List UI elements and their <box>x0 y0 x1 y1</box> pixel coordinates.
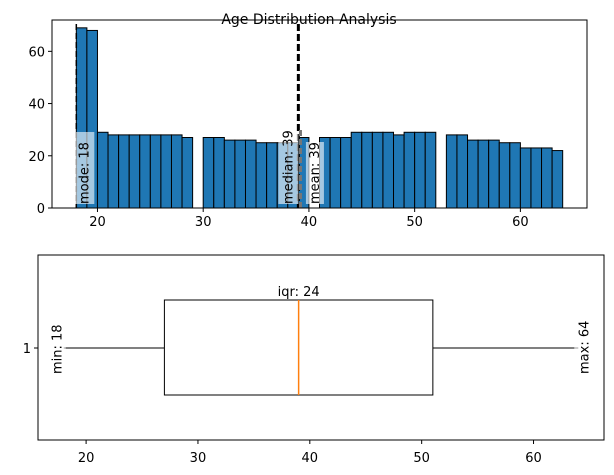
histogram-x-ticks: 20 30 40 50 60 <box>89 208 529 230</box>
histogram-bar <box>498 142 511 209</box>
histogram-bar <box>181 137 194 209</box>
histogram-bar <box>509 142 521 209</box>
histogram-bar <box>149 134 162 209</box>
histogram-bar <box>393 134 405 209</box>
x-tick-label: 60 <box>512 215 529 230</box>
min-label-box <box>47 344 66 352</box>
histogram-bar <box>551 150 564 209</box>
y-tick-label: 40 <box>28 98 45 113</box>
x-tick-label: 60 <box>525 451 542 466</box>
y-tick-label: 1 <box>23 342 31 357</box>
histogram-bar <box>530 147 543 209</box>
x-tick-label: 30 <box>190 451 207 466</box>
histogram-bar <box>456 134 469 209</box>
histogram-bar <box>244 139 257 209</box>
histogram-bar <box>266 142 278 209</box>
histogram-bar <box>170 134 183 209</box>
histogram-y-ticks: 0 20 40 60 <box>28 45 52 217</box>
histogram-bar <box>445 134 458 209</box>
histogram-bar <box>329 137 342 209</box>
mode-label: mode: 18 <box>77 142 92 204</box>
y-tick-label: 20 <box>28 150 45 165</box>
histogram-bar <box>160 134 172 209</box>
median-label-box <box>278 132 299 204</box>
boxplot-axes: iqr: 24 min: 18 max: 64 20 30 40 50 60 1 <box>23 254 605 466</box>
boxplot-annotations: iqr: 24 min: 18 max: 64 <box>47 285 593 374</box>
boxplot-x-ticks: 20 30 40 50 60 <box>78 440 542 466</box>
histogram-frame <box>51 19 588 209</box>
y-tick-label: 60 <box>28 45 45 60</box>
histogram-bar <box>128 134 141 209</box>
histogram-bar <box>488 139 500 209</box>
mean-label: mean: 39 <box>308 142 323 204</box>
histogram-axes: mode: 18 median: 39 mean: 39 20 30 40 50 60 0 2… <box>28 19 588 230</box>
x-tick-label: 30 <box>195 215 212 230</box>
histogram-bar <box>255 142 268 209</box>
histogram-bar <box>403 131 416 209</box>
histogram-bar <box>414 131 426 209</box>
histogram-bar <box>424 131 437 209</box>
histogram-bar <box>139 134 151 209</box>
histogram-bar <box>467 139 479 209</box>
boxplot-body <box>63 299 579 396</box>
histogram-bar <box>541 147 553 209</box>
min-label: min: 18 <box>51 324 66 374</box>
boxplot-y-ticks: 1 <box>23 342 38 357</box>
x-tick-label: 20 <box>89 215 106 230</box>
histogram-bars <box>75 27 564 209</box>
mean-label-box <box>305 142 324 204</box>
histogram-bar <box>361 131 373 209</box>
histogram-bar <box>118 134 130 209</box>
histogram-bar <box>223 139 236 209</box>
x-tick-label: 50 <box>406 215 423 230</box>
histogram-bar <box>234 139 246 209</box>
histogram-bar <box>371 131 384 209</box>
histogram-bar <box>519 147 532 209</box>
mode-label-box <box>74 132 95 204</box>
histogram-bar <box>213 137 225 209</box>
iqr-label: iqr: 24 <box>278 285 320 300</box>
y-tick-label: 0 <box>37 202 45 217</box>
histogram-border <box>51 19 588 209</box>
histogram-bar <box>477 139 490 209</box>
x-tick-label: 20 <box>78 451 95 466</box>
histogram-bar <box>382 131 395 209</box>
x-tick-label: 50 <box>413 451 430 466</box>
median-label: median: 39 <box>281 130 296 204</box>
histogram-bar <box>96 131 109 209</box>
histogram-reference-labels: mode: 18 median: 39 mean: 39 <box>74 130 324 204</box>
max-label-box <box>574 344 593 352</box>
x-tick-label: 40 <box>301 215 318 230</box>
histogram-bar <box>107 134 120 209</box>
histogram-bar <box>202 137 215 209</box>
histogram-bar <box>340 137 352 209</box>
max-label: max: 64 <box>577 321 592 374</box>
x-tick-label: 40 <box>302 451 319 466</box>
histogram-bar <box>350 131 363 209</box>
